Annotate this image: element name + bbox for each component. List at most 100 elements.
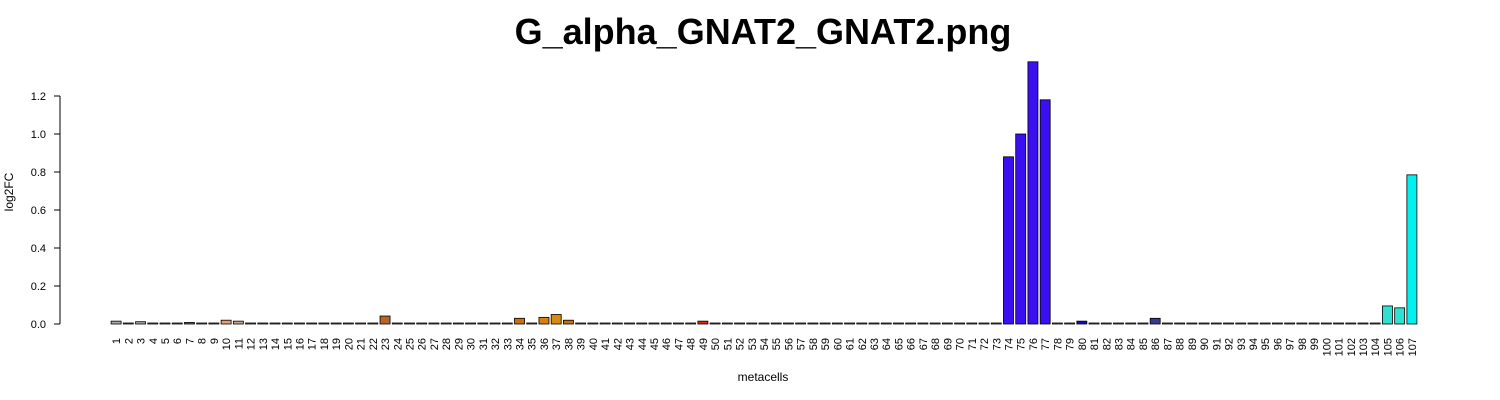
x-tick-label: 24 — [392, 338, 404, 350]
x-tick-label: 17 — [307, 338, 319, 350]
x-tick-label: 49 — [698, 338, 710, 350]
bar-6 — [171, 322, 183, 325]
bar-89 — [1186, 322, 1198, 325]
x-tick-label: 45 — [649, 338, 661, 350]
x-tick-label: 89 — [1187, 338, 1199, 350]
x-tick-label: 50 — [710, 338, 722, 350]
bar-63 — [868, 322, 880, 325]
bar-40 — [587, 322, 599, 325]
x-tick-label: 104 — [1370, 338, 1382, 356]
x-tick-label: 64 — [881, 338, 893, 350]
x-tick-label: 68 — [930, 338, 942, 350]
x-tick-label: 88 — [1175, 338, 1187, 350]
bar-78 — [1051, 322, 1063, 325]
x-tick-label: 69 — [942, 338, 954, 350]
bar-65 — [893, 322, 904, 325]
bar-73 — [990, 322, 1002, 325]
x-tick-label: 90 — [1199, 338, 1211, 350]
bar-3 — [135, 321, 146, 325]
bar-7 — [184, 322, 195, 325]
x-tick-label: 75 — [1016, 338, 1028, 350]
x-tick-label: 86 — [1150, 338, 1162, 350]
x-tick-label: 78 — [1052, 338, 1064, 350]
bar-15 — [281, 322, 293, 325]
bar-105 — [1382, 305, 1393, 325]
bar-106 — [1394, 307, 1406, 325]
bar-100 — [1320, 322, 1332, 325]
y-tick-label: 1.0 — [31, 129, 46, 141]
bar-70 — [954, 322, 966, 325]
bar-97 — [1284, 322, 1296, 325]
bar-76 — [1027, 61, 1039, 325]
x-tick-label: 61 — [845, 338, 857, 350]
bar-23 — [379, 315, 391, 325]
bar-4 — [147, 322, 159, 325]
chart-title: G_alpha_GNAT2_GNAT2.png — [515, 11, 1012, 52]
x-tick-label: 72 — [979, 338, 991, 350]
x-tick-label: 44 — [637, 338, 649, 350]
bar-10 — [220, 319, 232, 325]
bar-62 — [856, 322, 868, 325]
bar-82 — [1100, 322, 1112, 325]
x-tick-label: 94 — [1248, 338, 1260, 350]
x-tick-label: 48 — [686, 338, 698, 350]
x-tick-label: 81 — [1089, 338, 1101, 350]
bar-59 — [819, 322, 831, 325]
bar-45 — [648, 322, 660, 325]
bar-37 — [550, 314, 562, 325]
bar-81 — [1088, 322, 1100, 325]
bar-27 — [428, 322, 440, 325]
bar-54 — [758, 322, 770, 325]
x-tick-label: 46 — [661, 338, 673, 350]
bar-33 — [501, 322, 513, 325]
x-tick-label: 4 — [148, 338, 160, 344]
y-tick-label: 0.8 — [31, 167, 46, 179]
x-tick-label: 23 — [380, 338, 392, 350]
bar-87 — [1161, 322, 1173, 325]
x-tick-label: 5 — [160, 338, 172, 344]
bar-58 — [807, 322, 819, 325]
x-tick-label: 1 — [111, 338, 123, 344]
bar-48 — [685, 322, 697, 325]
bar-32 — [489, 322, 501, 325]
bar-95 — [1259, 322, 1271, 325]
bar-103 — [1357, 322, 1369, 325]
bar-19 — [330, 322, 342, 325]
bar-26 — [416, 322, 428, 325]
bar-50 — [709, 322, 721, 325]
bar-14 — [269, 322, 281, 325]
bar-41 — [599, 322, 611, 325]
bar-31 — [477, 322, 489, 325]
x-tick-label: 7 — [184, 338, 196, 344]
bar-107 — [1406, 174, 1418, 325]
x-tick-label: 65 — [893, 338, 905, 350]
bar-92 — [1223, 322, 1234, 325]
x-tick-label: 31 — [478, 338, 490, 350]
bar-46 — [660, 322, 672, 325]
x-tick-label: 6 — [172, 338, 184, 344]
y-tick-label: 1.2 — [31, 91, 46, 103]
x-tick-label: 43 — [625, 338, 637, 350]
x-tick-label: 8 — [197, 338, 209, 344]
bar-74 — [1003, 156, 1014, 325]
y-axis-label: log2FC — [2, 172, 16, 211]
x-tick-label: 80 — [1077, 338, 1089, 350]
bar-1 — [110, 320, 122, 325]
x-tick-label: 96 — [1272, 338, 1284, 350]
x-tick-label: 40 — [588, 338, 600, 350]
bar-88 — [1174, 322, 1186, 325]
bar-77 — [1039, 99, 1051, 325]
x-tick-label: 99 — [1309, 338, 1321, 350]
x-tick-label: 37 — [551, 338, 563, 350]
x-tick-label: 77 — [1040, 338, 1052, 350]
bar-47 — [673, 322, 684, 325]
bar-13 — [257, 322, 269, 325]
x-tick-label: 93 — [1236, 338, 1248, 350]
bar-94 — [1247, 322, 1259, 325]
x-tick-label: 13 — [258, 338, 270, 350]
bar-86 — [1149, 317, 1161, 325]
x-tick-label: 95 — [1260, 338, 1272, 350]
bar-2 — [122, 322, 134, 325]
x-tick-label: 14 — [270, 338, 282, 350]
x-tick-label: 38 — [563, 338, 575, 350]
